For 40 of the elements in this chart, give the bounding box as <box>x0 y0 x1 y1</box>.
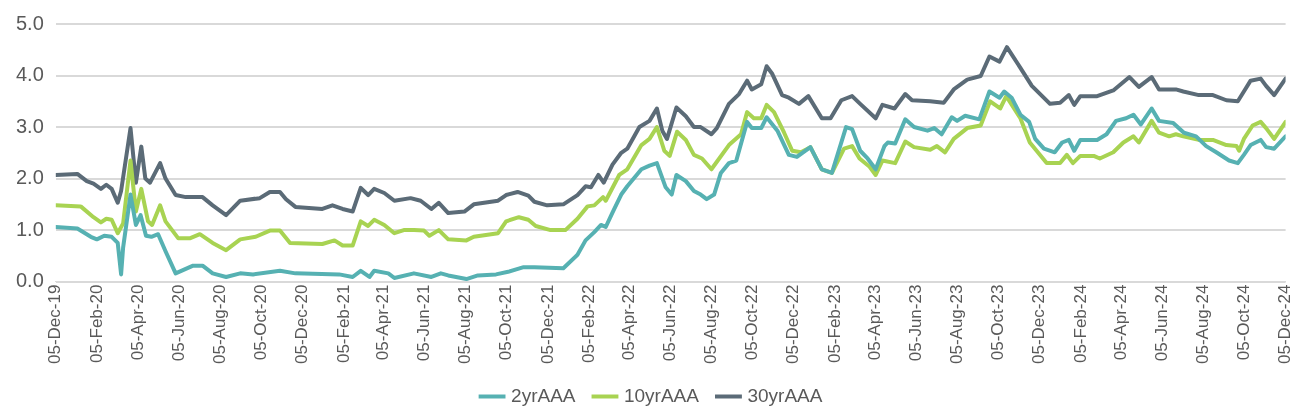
x-tick-label: 05-Aug-24 <box>1193 284 1213 364</box>
x-tick-label: 05-Aug-21 <box>455 284 475 364</box>
legend-label: 30yrAAA <box>747 384 823 406</box>
x-tick-label: 05-Dec-22 <box>783 284 803 364</box>
x-tick-label: 05-Dec-24 <box>1275 284 1295 364</box>
y-tick-label: 3.0 <box>15 114 44 137</box>
x-tick-label: 05-Feb-24 <box>1070 284 1090 364</box>
x-tick-label: 05-Feb-21 <box>333 284 353 364</box>
y-tick-label: 5.0 <box>15 11 44 34</box>
x-tick-label: 05-Dec-23 <box>1028 284 1048 364</box>
x-tick-label: 05-Feb-23 <box>824 284 844 364</box>
x-tick-label: 05-Feb-22 <box>579 284 599 364</box>
x-tick-label: 05-Aug-23 <box>946 284 966 364</box>
x-tick-label: 05-Dec-21 <box>537 284 557 364</box>
x-tick-label: 05-Dec-19 <box>45 284 65 364</box>
x-tick-label: 05-Jun-23 <box>905 284 925 362</box>
x-tick-label: 05-Apr-23 <box>864 284 884 361</box>
x-tick-label: 05-Oct-21 <box>496 284 516 361</box>
y-tick-label: 1.0 <box>15 217 44 240</box>
y-tick-label: 0.0 <box>15 269 44 292</box>
legend-label: 10yrAAA <box>623 384 700 406</box>
x-tick-label: 05-Oct-22 <box>742 284 762 361</box>
x-tick-label: 05-Jun-24 <box>1152 284 1172 362</box>
x-tick-label: 05-Oct-20 <box>250 284 270 361</box>
x-tick-label: 05-Apr-22 <box>618 284 638 361</box>
x-tick-label: 05-Jun-22 <box>660 284 680 362</box>
x-tick-label: 05-Apr-24 <box>1111 284 1131 361</box>
x-tick-label: 05-Aug-22 <box>701 284 721 364</box>
x-tick-label: 05-Aug-20 <box>209 284 229 364</box>
x-tick-label: 05-Jun-21 <box>414 284 434 362</box>
x-tick-label: 05-Feb-20 <box>87 284 107 364</box>
y-tick-label: 4.0 <box>15 63 44 86</box>
x-tick-label: 05-Dec-20 <box>291 284 311 364</box>
x-tick-label: 05-Oct-23 <box>987 284 1007 361</box>
x-tick-label: 05-Apr-20 <box>127 284 147 361</box>
x-tick-label: 05-Jun-20 <box>168 284 188 362</box>
x-tick-label: 05-Apr-21 <box>373 284 393 361</box>
legend-label: 2yrAAA <box>511 384 576 406</box>
x-tick-label: 05-Oct-24 <box>1234 284 1254 361</box>
y-tick-label: 2.0 <box>15 166 44 189</box>
